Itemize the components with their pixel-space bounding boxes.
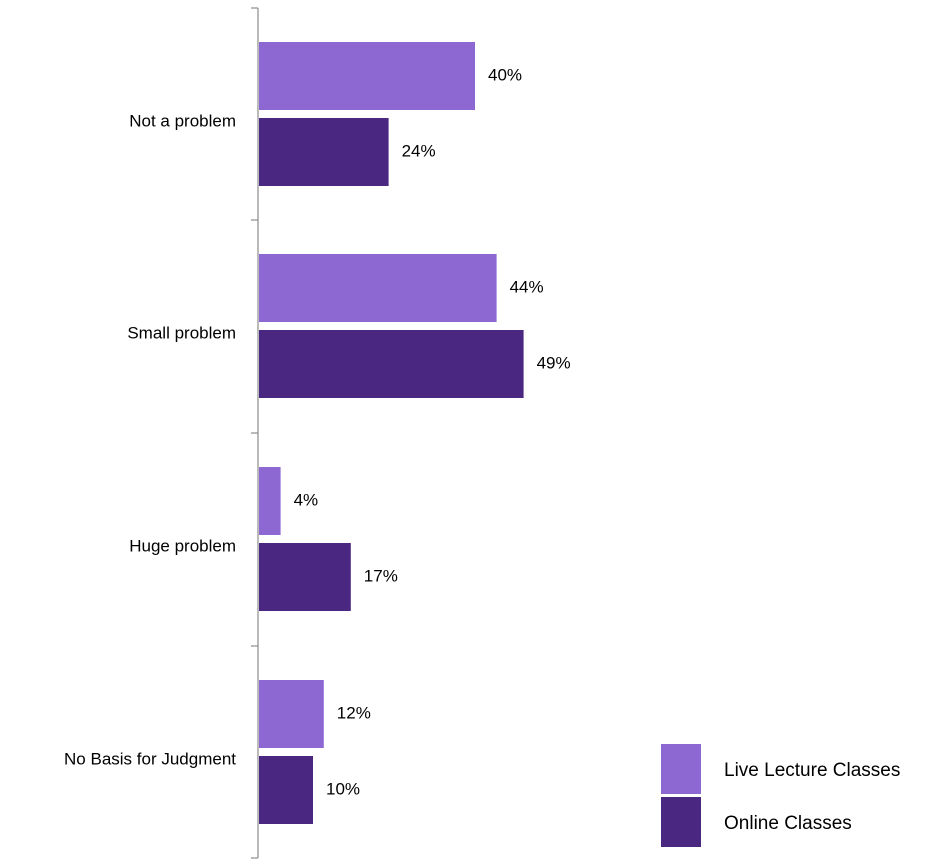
bar-online-0 [259, 118, 389, 186]
category-label: Not a problem [129, 111, 236, 130]
data-label: 10% [326, 779, 360, 798]
bar-live-lecture-3 [259, 680, 324, 748]
category-label: No Basis for Judgment [64, 749, 236, 768]
category-label: Huge problem [129, 536, 236, 555]
category-label: Small problem [127, 323, 236, 342]
legend-label: Online Classes [724, 813, 852, 834]
bar-live-lecture-0 [259, 42, 475, 110]
bar-online-3 [259, 756, 313, 824]
data-label: 49% [537, 353, 571, 372]
bar-live-lecture-1 [259, 254, 497, 322]
legend-label: Live Lecture Classes [724, 760, 900, 781]
legend: Live Lecture Classes Online Classes [661, 744, 900, 847]
category-axis: Not a problem Small problem Huge problem No… [64, 7, 259, 859]
bar-online-1 [259, 330, 524, 398]
legend-swatch [661, 797, 701, 847]
data-label: 44% [510, 277, 544, 296]
bar-live-lecture-2 [259, 467, 281, 535]
data-label: 4% [294, 490, 319, 509]
labels: 40% 44% 4% 12% 24% 49% 17% 10% [294, 65, 571, 798]
data-label: 24% [402, 141, 436, 160]
data-label: 12% [337, 703, 371, 722]
bar-online-2 [259, 543, 351, 611]
bars [259, 42, 524, 824]
legend-swatch [661, 744, 701, 794]
data-label: 40% [488, 65, 522, 84]
data-label: 17% [364, 566, 398, 585]
